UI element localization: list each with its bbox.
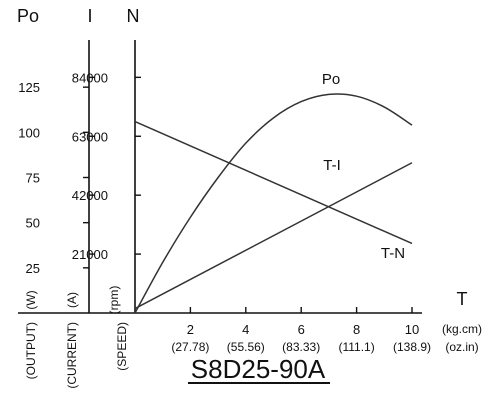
output-axis-symbol: Po [17, 6, 39, 26]
output-tick-label: 125 [18, 80, 40, 95]
speed-tick-label: 2000 [79, 188, 108, 203]
chart-title: S8D25-90A [191, 354, 326, 384]
series-line-t-i [134, 162, 413, 310]
labels-layer: 25 50 75 100 125 Po (W) (OUTPUT) 2 4 6 8 I (A) (CURREN… [17, 6, 482, 389]
current-tick-label: 2 [72, 247, 79, 262]
x-tick-label: 2 [187, 322, 194, 337]
series-line-po [134, 93, 413, 314]
x-tick-label: 8 [353, 322, 360, 337]
axes-layer [18, 40, 422, 314]
speed-tick-label: 3000 [79, 129, 108, 144]
output-tick-label: 50 [26, 216, 40, 231]
output-axis-name: (OUTPUT) [24, 322, 38, 379]
output-tick-label: 75 [26, 171, 40, 186]
current-axis-symbol: I [87, 6, 92, 26]
output-tick-label: 25 [26, 261, 40, 276]
current-tick-label: 8 [72, 70, 79, 85]
current-axis-name: (CURRENT) [65, 322, 79, 389]
x-tick-sublabel: (111.1) [338, 340, 374, 354]
x-tick-label: 4 [242, 322, 249, 337]
x-axis-label: T [457, 289, 468, 309]
x-tick-label: 6 [298, 322, 305, 337]
current-tick-label: 6 [72, 129, 79, 144]
series-label-t-i: T-I [323, 157, 341, 174]
x-tick-label: 10 [405, 322, 419, 337]
speed-axis-symbol: N [127, 6, 140, 26]
x-tick-sublabel: (55.56) [227, 340, 265, 354]
series-label-t-n: T-N [381, 245, 405, 262]
speed-tick-label: 1000 [79, 247, 108, 262]
current-axis-unit: (A) [65, 292, 79, 308]
current-tick-label: 4 [72, 188, 79, 203]
series-label-po: Po [322, 71, 340, 88]
x-tick-sublabel: (83.33) [282, 340, 320, 354]
x-tick-sublabel: (138.9) [393, 340, 431, 354]
series-line-t-n [134, 120, 413, 245]
x-axis-unit-secondary: (oz.in) [445, 340, 478, 354]
series-layer [134, 93, 413, 314]
x-tick-sublabel: (27.78) [171, 340, 209, 354]
speed-axis-unit: (rpm) [107, 286, 121, 315]
speed-axis-name: (SPEED) [115, 322, 129, 371]
output-tick-label: 100 [18, 125, 40, 140]
output-axis-unit: (W) [24, 290, 38, 309]
x-axis-unit-primary: (kg.cm) [442, 322, 482, 336]
title-layer: S8D25-90A [188, 354, 330, 384]
speed-tick-label: 4000 [79, 70, 108, 85]
